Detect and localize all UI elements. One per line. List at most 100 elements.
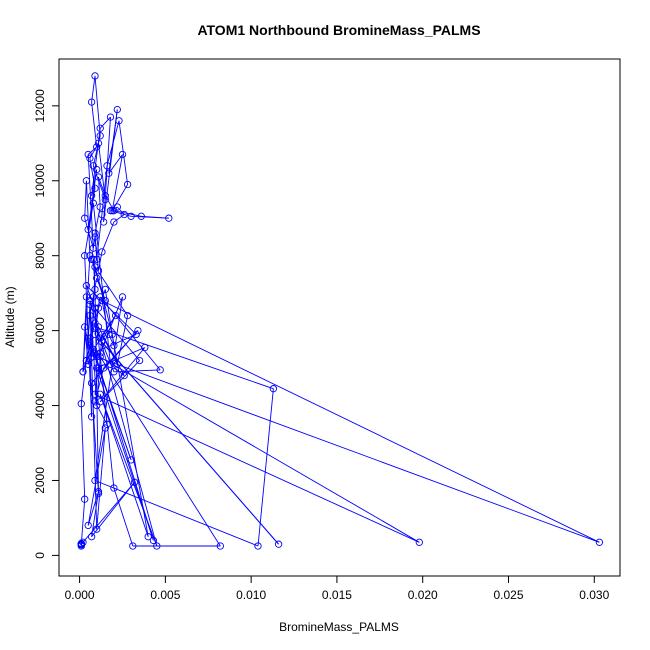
series-line-segment [91, 128, 101, 196]
data-point [113, 203, 121, 211]
data-point [79, 368, 87, 376]
data-point [415, 538, 423, 546]
series-line-segment [111, 154, 123, 211]
data-point [120, 210, 128, 219]
data-point [82, 356, 91, 365]
data-point [106, 207, 115, 215]
data-point [595, 538, 604, 546]
data-point [98, 338, 106, 346]
data-point [101, 296, 109, 305]
series-line-segment [80, 499, 86, 545]
data-point [87, 192, 96, 200]
data-point [120, 371, 128, 380]
series-line-segment [84, 203, 94, 256]
data-point [93, 274, 101, 282]
y-tick-label: 12000 [33, 89, 47, 123]
data-point [101, 192, 109, 200]
series-line-segment [96, 356, 600, 543]
data-point [93, 255, 101, 264]
data-point [106, 113, 115, 121]
x-axis: 0.000 0.005 0.010 0.015 0.020 0.025 0.030 [65, 575, 610, 602]
data-point [101, 195, 109, 204]
data-point [103, 420, 111, 428]
data-point [127, 456, 135, 464]
data-point [96, 293, 104, 301]
data-point [77, 542, 85, 550]
data-point [105, 169, 113, 177]
y-tick-label: 2000 [33, 467, 47, 494]
x-axis-label: BromineMass_PALMS [279, 620, 399, 634]
data-point [141, 343, 149, 352]
series-line-segment [87, 491, 99, 526]
series-line-segment [92, 165, 106, 200]
series-line-segment [116, 206, 125, 215]
y-axis: 0 2000 4000 6000 8000 10000 12000 [33, 89, 60, 559]
data-point [86, 296, 94, 305]
data-point [153, 542, 161, 550]
y-axis-label: Altitude (m) [3, 286, 17, 347]
data-point [91, 323, 99, 331]
data-point [94, 488, 103, 496]
data-point [84, 225, 92, 234]
data-point [86, 154, 94, 162]
series-line-segment [98, 326, 125, 376]
data-point [98, 330, 106, 339]
data-point [106, 360, 115, 368]
data-point [91, 476, 99, 485]
data-point [216, 542, 224, 550]
x-tick-label: 0.020 [408, 588, 438, 602]
data-point [98, 210, 106, 219]
series-line-segment [99, 347, 146, 403]
y-tick-label: 0 [33, 552, 47, 559]
series-line-segment [96, 427, 106, 530]
series-line-segment [108, 154, 123, 174]
data-point [129, 542, 137, 550]
data-point [91, 349, 99, 357]
series-line-segment [94, 75, 101, 136]
series-line-segment [110, 206, 118, 212]
series-line-segment [91, 75, 96, 103]
data-point [84, 150, 92, 159]
data-point [81, 252, 89, 260]
data-point [91, 330, 99, 339]
y-tick-label: 8000 [33, 242, 47, 269]
x-tick-label: 0.010 [236, 588, 266, 602]
data-point [123, 180, 132, 189]
data-point [77, 539, 85, 548]
y-tick-label: 4000 [33, 392, 47, 419]
data-point [91, 72, 99, 80]
series-line-segment [91, 491, 99, 537]
data-point [86, 300, 94, 309]
data-point [91, 229, 99, 237]
series-line-segment [94, 480, 259, 547]
data-point [127, 212, 135, 220]
data-point [87, 533, 96, 541]
data-point [156, 366, 164, 374]
series-layer [77, 72, 604, 550]
data-point [89, 199, 97, 207]
data-point [118, 150, 127, 159]
data-point [94, 489, 103, 498]
series-line-segment [98, 176, 101, 208]
data-point [94, 304, 103, 312]
series-line-segment [94, 326, 274, 390]
x-tick-label: 0.025 [493, 588, 523, 602]
series-line-segment [257, 388, 274, 547]
data-point [93, 525, 101, 533]
data-point [91, 304, 99, 312]
series-line-segment [99, 394, 149, 537]
series-line-segment [99, 116, 111, 129]
data-point [82, 177, 91, 185]
data-point [110, 484, 118, 492]
x-tick-label: 0.015 [322, 588, 352, 602]
data-point [84, 521, 92, 530]
data-point [94, 173, 103, 181]
data-point [91, 398, 99, 406]
data-point [86, 334, 94, 342]
data-point [91, 285, 99, 294]
data-point [115, 117, 123, 125]
plot-frame [58, 58, 621, 577]
data-point [81, 214, 89, 222]
series-line-segment [94, 307, 140, 361]
data-point [91, 184, 99, 192]
